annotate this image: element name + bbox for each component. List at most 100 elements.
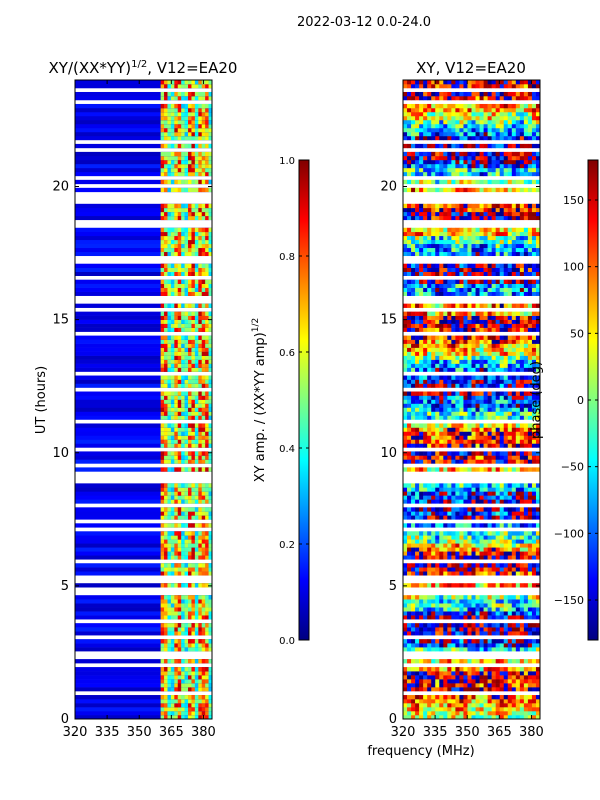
amplitude-row bbox=[75, 347, 212, 352]
phase-row bbox=[403, 155, 540, 161]
amplitude-row bbox=[75, 683, 212, 688]
colorbar-tick-label: 0.6 bbox=[279, 348, 295, 359]
phase-row bbox=[403, 395, 540, 400]
amplitude-row bbox=[75, 215, 212, 221]
amplitude-row bbox=[75, 135, 212, 141]
phase-row bbox=[403, 367, 540, 372]
amplitude-row bbox=[75, 399, 212, 404]
amplitude-row bbox=[75, 159, 212, 165]
amplitude-row bbox=[75, 119, 212, 125]
amplitude-row bbox=[75, 703, 212, 708]
amplitude-row bbox=[75, 239, 212, 245]
phase-row bbox=[403, 647, 540, 652]
phase-row bbox=[403, 703, 540, 708]
amplitude-row bbox=[75, 455, 212, 460]
phase-row bbox=[403, 671, 540, 676]
phase-row bbox=[403, 615, 540, 620]
amplitude-row bbox=[75, 431, 212, 436]
phase-row bbox=[403, 531, 540, 536]
phase-row bbox=[403, 391, 540, 396]
amplitude-row bbox=[75, 443, 212, 448]
amplitude-row bbox=[75, 335, 212, 340]
phase-row bbox=[403, 315, 540, 320]
amplitude-row bbox=[75, 563, 212, 568]
phase-row bbox=[403, 167, 540, 173]
y-tick-label: 0 bbox=[61, 712, 69, 727]
phase-row bbox=[403, 687, 540, 692]
panel-phase-title: XY, V12=EA20 bbox=[416, 59, 526, 77]
amplitude-row bbox=[75, 271, 212, 276]
y-tick-label: 20 bbox=[52, 180, 69, 195]
colorbar-tick-label: 1.0 bbox=[279, 156, 295, 167]
amplitude-row bbox=[75, 211, 212, 217]
phase-row bbox=[403, 379, 540, 384]
amplitude-row bbox=[75, 263, 212, 269]
phase-frame bbox=[402, 79, 541, 720]
phase-row bbox=[403, 287, 540, 292]
colorbar-tick-label: −150 bbox=[554, 594, 584, 607]
phase-row bbox=[403, 239, 540, 245]
phase-colorbar-ticks: −150 −100 −50 0 50 100 150 bbox=[554, 194, 598, 607]
amplitude-row bbox=[75, 555, 212, 560]
amplitude-row bbox=[75, 615, 212, 620]
y-tick-label: 10 bbox=[380, 446, 397, 461]
panel-phase: XY, V12=EA20 320 335 350 365 380 0 5 10 15 20 bbox=[380, 59, 543, 740]
amplitude-row bbox=[75, 351, 212, 356]
phase-row bbox=[403, 439, 540, 444]
amplitude-row bbox=[75, 403, 212, 408]
amplitude-row bbox=[75, 711, 212, 716]
phase-row bbox=[403, 159, 540, 165]
phase-row bbox=[403, 455, 540, 460]
phase-row bbox=[403, 203, 540, 209]
phase-row bbox=[403, 319, 540, 324]
phase-row bbox=[403, 643, 540, 648]
amplitude-row bbox=[75, 247, 212, 253]
phase-row bbox=[403, 599, 540, 604]
panel-amplitude-title: XY/(XX*YY)1/2, V12=EA20 bbox=[49, 59, 238, 77]
amplitude-row bbox=[75, 355, 212, 360]
amplitude-row bbox=[75, 323, 212, 328]
amplitude-row bbox=[75, 203, 212, 209]
amplitude-row bbox=[75, 339, 212, 344]
phase-row bbox=[403, 131, 540, 137]
phase-row bbox=[403, 567, 540, 572]
amplitude-row bbox=[75, 623, 212, 628]
x-tick-label: 320 bbox=[63, 725, 88, 740]
amplitude-row bbox=[75, 311, 212, 316]
amplitude-row bbox=[75, 659, 212, 664]
phase-row bbox=[403, 451, 540, 456]
phase-row bbox=[403, 83, 540, 89]
amplitude-row bbox=[75, 427, 212, 432]
amplitude-row bbox=[75, 319, 212, 324]
phase-row bbox=[403, 639, 540, 644]
phase-row bbox=[403, 207, 540, 213]
amplitude-row bbox=[75, 543, 212, 548]
y-tick-label: 15 bbox=[52, 313, 69, 328]
x-tick-label: 350 bbox=[455, 725, 480, 740]
amplitude-row bbox=[75, 251, 212, 257]
amplitude-row bbox=[75, 287, 212, 292]
phase-row bbox=[403, 487, 540, 492]
amplitude-colorbar-label: XY amp. / (XX*YY amp)1/2 bbox=[251, 318, 268, 482]
amplitude-row bbox=[75, 231, 212, 237]
phase-row bbox=[403, 343, 540, 348]
amplitude-colorbar-ticks: 0.0 0.2 0.4 0.6 0.8 1.0 bbox=[279, 156, 309, 647]
amplitude-row bbox=[75, 459, 212, 464]
phase-row bbox=[403, 227, 540, 233]
phase-row bbox=[403, 115, 540, 121]
phase-row bbox=[403, 215, 540, 221]
x-tick-label: 320 bbox=[391, 725, 416, 740]
amplitude-row bbox=[75, 279, 212, 284]
phase-heatmap bbox=[403, 80, 540, 719]
colorbar-tick-label: 150 bbox=[563, 194, 584, 207]
phase-row bbox=[403, 707, 540, 712]
amplitude-heatmap bbox=[75, 80, 212, 719]
colorbar-tick-label: 100 bbox=[563, 261, 584, 274]
phase-row bbox=[403, 179, 540, 185]
phase-row bbox=[403, 151, 540, 157]
amplitude-row bbox=[75, 155, 212, 161]
x-tick-label: 380 bbox=[519, 725, 544, 740]
phase-row bbox=[403, 163, 540, 169]
phase-row bbox=[403, 459, 540, 464]
